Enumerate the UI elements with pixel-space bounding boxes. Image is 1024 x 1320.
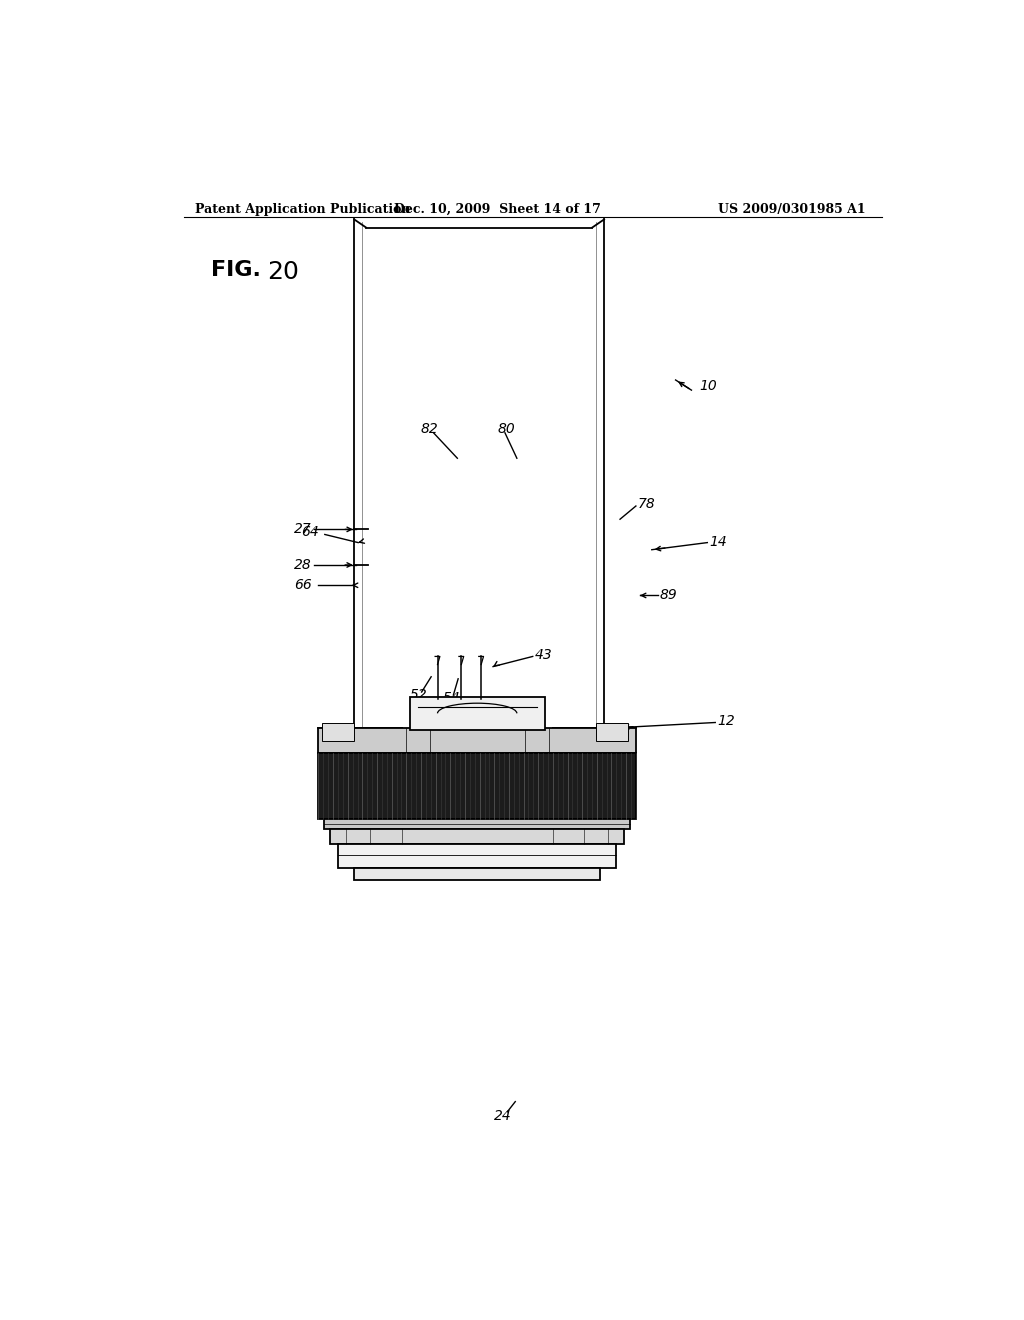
Bar bbox=[410, 697, 545, 730]
Text: US 2009/0301985 A1: US 2009/0301985 A1 bbox=[719, 203, 866, 215]
Text: 27: 27 bbox=[294, 523, 312, 536]
Bar bbox=[323, 722, 354, 741]
Text: Patent Application Publication: Patent Application Publication bbox=[196, 203, 411, 215]
Bar bbox=[354, 867, 600, 880]
Text: 10: 10 bbox=[699, 379, 717, 393]
Text: 80: 80 bbox=[498, 422, 515, 436]
Bar bbox=[318, 752, 636, 818]
Bar bbox=[331, 829, 624, 845]
Text: 14: 14 bbox=[709, 535, 727, 549]
Text: 54: 54 bbox=[443, 692, 461, 705]
Bar bbox=[318, 727, 636, 752]
Text: 12: 12 bbox=[717, 714, 734, 729]
Text: 64: 64 bbox=[301, 525, 318, 540]
Text: 66: 66 bbox=[294, 578, 312, 593]
Text: FIG.: FIG. bbox=[211, 260, 261, 280]
Text: 43: 43 bbox=[535, 648, 552, 663]
Text: 52: 52 bbox=[410, 688, 427, 702]
Bar bbox=[324, 818, 631, 829]
Text: Dec. 10, 2009  Sheet 14 of 17: Dec. 10, 2009 Sheet 14 of 17 bbox=[393, 203, 600, 215]
Text: 24: 24 bbox=[494, 1109, 511, 1123]
Text: 20: 20 bbox=[267, 260, 299, 284]
Text: 82: 82 bbox=[421, 422, 438, 436]
Text: 28: 28 bbox=[294, 558, 312, 572]
Bar bbox=[596, 722, 628, 741]
Bar bbox=[338, 845, 616, 867]
Text: 78: 78 bbox=[638, 496, 655, 511]
Text: 89: 89 bbox=[659, 589, 678, 602]
